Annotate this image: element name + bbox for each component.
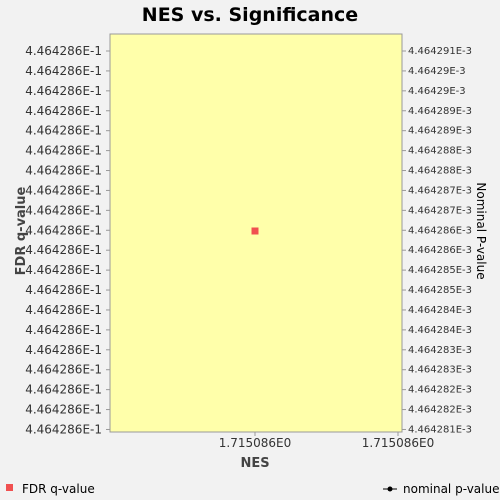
y2-tick-label: 4.46429E-3 bbox=[408, 66, 466, 77]
y-axis-right: 4.464291E-3 4.46429E-3 4.46429E-3 4.464289E… bbox=[402, 46, 472, 435]
y2-tick-label: 4.464291E-3 bbox=[408, 46, 472, 57]
y-tick-label: 4.464286E-1 bbox=[25, 283, 102, 297]
y-tick-label: 4.464286E-1 bbox=[25, 403, 102, 417]
y2-tick-label: 4.464283E-3 bbox=[408, 365, 472, 376]
y2-tick-label: 4.464284E-3 bbox=[408, 305, 472, 316]
y-axis-title: FDR q-value bbox=[14, 186, 29, 275]
legend-fdr-marker bbox=[6, 484, 13, 491]
legend-fdr-label: FDR q-value bbox=[22, 482, 95, 496]
y-tick-label: 4.464286E-1 bbox=[25, 64, 102, 78]
y-axis-left: 4.464286E-1 4.464286E-1 4.464286E-1 4.46428… bbox=[25, 44, 110, 436]
y-tick-label: 4.464286E-1 bbox=[25, 44, 102, 58]
y2-tick-label: 4.464287E-3 bbox=[408, 205, 472, 216]
y-tick-label: 4.464286E-1 bbox=[25, 223, 102, 237]
y-tick-label: 4.464286E-1 bbox=[25, 164, 102, 178]
y-tick-label: 4.464286E-1 bbox=[25, 124, 102, 138]
y2-tick-label: 4.464281E-3 bbox=[408, 424, 472, 435]
y2-tick-label: 4.464285E-3 bbox=[408, 265, 472, 276]
x-axis-title: NES bbox=[240, 456, 269, 471]
y-tick-label: 4.464286E-1 bbox=[25, 323, 102, 337]
y-tick-label: 4.464286E-1 bbox=[25, 104, 102, 118]
y2-tick-label: 4.464287E-3 bbox=[408, 185, 472, 196]
x-axis: 1.715086E0 1.715086E0 bbox=[219, 432, 434, 450]
y-tick-label: 4.464286E-1 bbox=[25, 243, 102, 257]
legend-nominal-label: nominal p-value bbox=[403, 482, 499, 496]
chart-title: NES vs. Significance bbox=[142, 4, 358, 26]
y-tick-label: 4.464286E-1 bbox=[25, 203, 102, 217]
y-tick-label: 4.464286E-1 bbox=[25, 263, 102, 277]
legend: FDR q-value nominal p-value bbox=[6, 482, 499, 496]
x-tick-label: 1.715086E0 bbox=[362, 436, 434, 450]
y-tick-label: 4.464286E-1 bbox=[25, 343, 102, 357]
y2-tick-label: 4.46429E-3 bbox=[408, 86, 466, 97]
y-tick-label: 4.464286E-1 bbox=[25, 422, 102, 436]
y2-tick-label: 4.464286E-3 bbox=[408, 245, 472, 256]
y-tick-label: 4.464286E-1 bbox=[25, 183, 102, 197]
y2-tick-label: 4.464285E-3 bbox=[408, 285, 472, 296]
y2-tick-label: 4.464282E-3 bbox=[408, 385, 472, 396]
y-tick-label: 4.464286E-1 bbox=[25, 144, 102, 158]
legend-nominal-marker bbox=[387, 486, 393, 492]
y-tick-label: 4.464286E-1 bbox=[25, 84, 102, 98]
y-tick-label: 4.464286E-1 bbox=[25, 383, 102, 397]
y2-tick-label: 4.464282E-3 bbox=[408, 405, 472, 416]
data-points bbox=[251, 227, 259, 235]
y2-tick-label: 4.464283E-3 bbox=[408, 345, 472, 356]
y2-tick-label: 4.464284E-3 bbox=[408, 325, 472, 336]
y2-tick-label: 4.464289E-3 bbox=[408, 106, 472, 117]
y2-axis-title: Nominal P-value bbox=[474, 182, 488, 279]
y2-tick-label: 4.464288E-3 bbox=[408, 146, 472, 157]
y2-tick-label: 4.464286E-3 bbox=[408, 225, 472, 236]
y2-tick-label: 4.464289E-3 bbox=[408, 126, 472, 137]
x-tick-label: 1.715086E0 bbox=[219, 436, 291, 450]
y2-tick-label: 4.464288E-3 bbox=[408, 166, 472, 177]
y-tick-label: 4.464286E-1 bbox=[25, 303, 102, 317]
y-tick-label: 4.464286E-1 bbox=[25, 363, 102, 377]
